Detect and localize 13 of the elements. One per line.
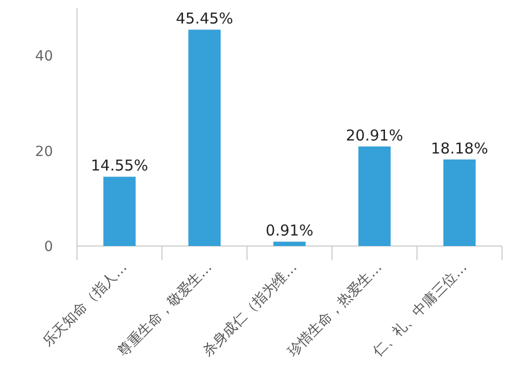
bar — [103, 176, 136, 246]
data-label: 45.45% — [176, 10, 234, 28]
data-label: 0.91% — [266, 222, 314, 240]
bar — [358, 146, 391, 246]
bar — [188, 30, 221, 246]
y-tick-label: 40 — [35, 48, 53, 65]
bar — [273, 242, 306, 246]
data-label: 14.55% — [90, 156, 148, 175]
y-tick-label: 0 — [44, 239, 53, 255]
data-label: 18.18% — [430, 139, 488, 158]
data-label: 20.91% — [346, 126, 404, 144]
bar — [443, 159, 476, 246]
y-tick-label: 20 — [35, 144, 53, 160]
